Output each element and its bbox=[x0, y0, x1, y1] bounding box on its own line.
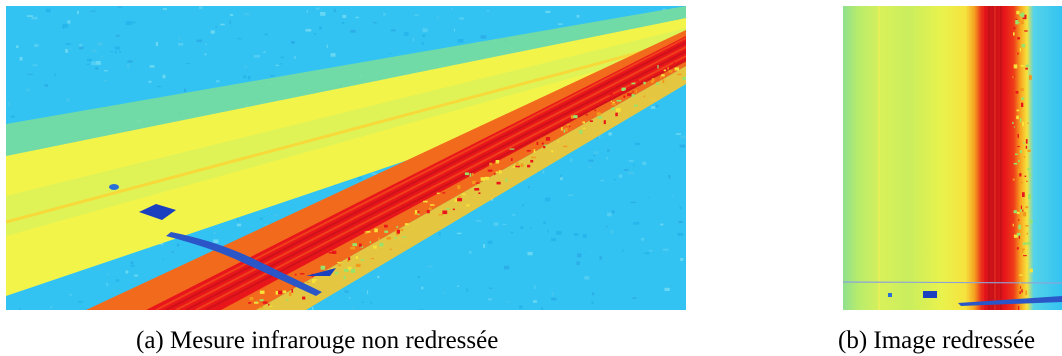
hot-track-core bbox=[146, 36, 686, 310]
rectified-track-stripes bbox=[982, 6, 1002, 310]
rectified-pipe-object bbox=[958, 296, 1062, 306]
infrared-image-rectified bbox=[843, 6, 1062, 310]
caption-panel-a: (a) Mesure infrarouge non redressée bbox=[136, 327, 499, 354]
road-object-small bbox=[109, 184, 119, 190]
rectified-object-small bbox=[888, 293, 892, 297]
hot-track-outer bbox=[86, 30, 686, 310]
road-object-square bbox=[139, 204, 176, 220]
pipe-end bbox=[306, 268, 336, 276]
lane-marking bbox=[6, 38, 686, 224]
road-shoulder-band bbox=[6, 6, 686, 156]
caption-panel-b: (b) Image redressée bbox=[838, 327, 1036, 354]
pipe-object bbox=[166, 232, 322, 296]
warm-edge bbox=[256, 66, 686, 310]
rectified-boundary-line bbox=[843, 281, 1062, 284]
rectified-object-square bbox=[923, 291, 937, 298]
infrared-image-unrectified bbox=[6, 6, 686, 310]
rectified-bands bbox=[843, 6, 1062, 310]
